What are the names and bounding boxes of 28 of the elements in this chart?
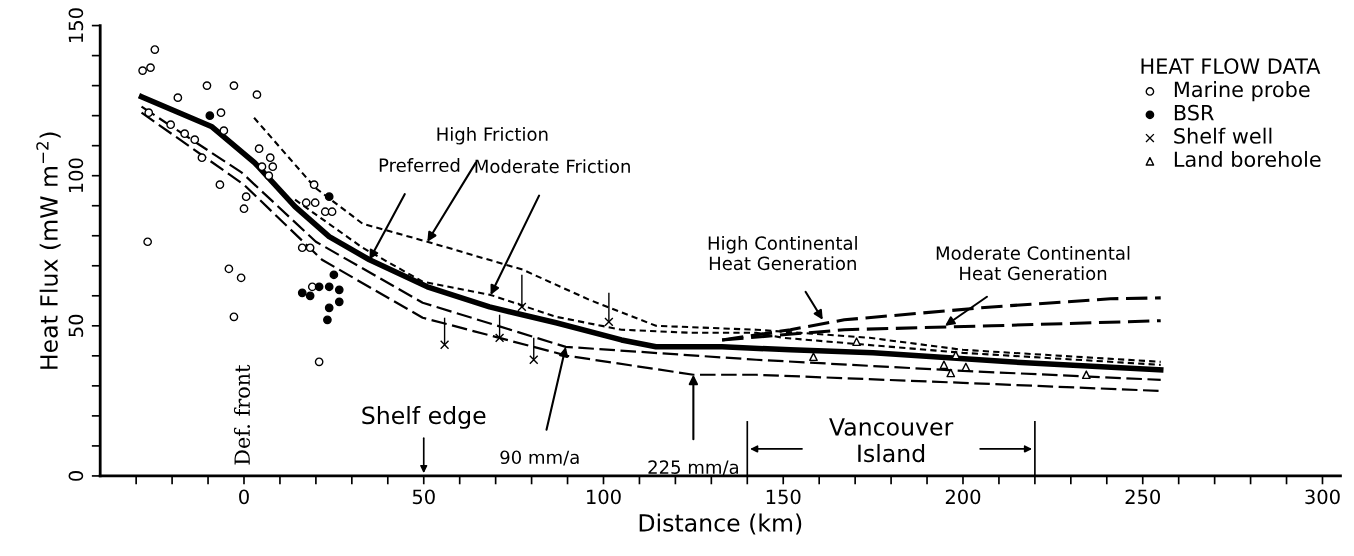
annotation: High Continental Heat Generation [708, 235, 857, 271]
annotation: High Friction [437, 127, 548, 145]
y-axis-title: Heat Flux (mW m$^{−2}$) [36, 132, 61, 369]
annotation: Moderate Friction [475, 159, 630, 174]
legend-label: Land borehole [1174, 150, 1321, 168]
annotation: Vancouver Island [829, 418, 954, 463]
annotation: Def. front [233, 364, 251, 465]
x-tick-label: 150 [766, 489, 801, 505]
annotation: Shelf edge [362, 405, 486, 429]
x-tick-label: 0 [239, 489, 249, 505]
annotation: 90 mm/a [500, 450, 579, 466]
y-tick-label: 150 [68, 8, 84, 42]
legend-label: Marine probe [1174, 81, 1310, 102]
annotation: 225 mm/a [648, 460, 738, 476]
x-tick-label: 50 [412, 489, 435, 505]
y-tick-label: 0 [68, 471, 84, 481]
x-tick-label: 200 [945, 489, 981, 505]
y-tick-label: 100 [68, 158, 84, 193]
x-tick-label: 250 [1125, 489, 1160, 505]
annotation: Preferred [379, 158, 460, 172]
legend-label: BSR [1174, 104, 1214, 121]
y-tick-label: 50 [68, 314, 84, 337]
x-tick-label: 100 [587, 489, 621, 505]
legend-title: HEAT FLOW DATA [1141, 58, 1321, 74]
legend-label: Shelf well [1174, 127, 1272, 144]
x-axis-title: Distance (km) [639, 513, 802, 535]
x-tick-label: 300 [1305, 489, 1340, 505]
annotation: Moderate Continental Heat Generation [936, 245, 1130, 281]
